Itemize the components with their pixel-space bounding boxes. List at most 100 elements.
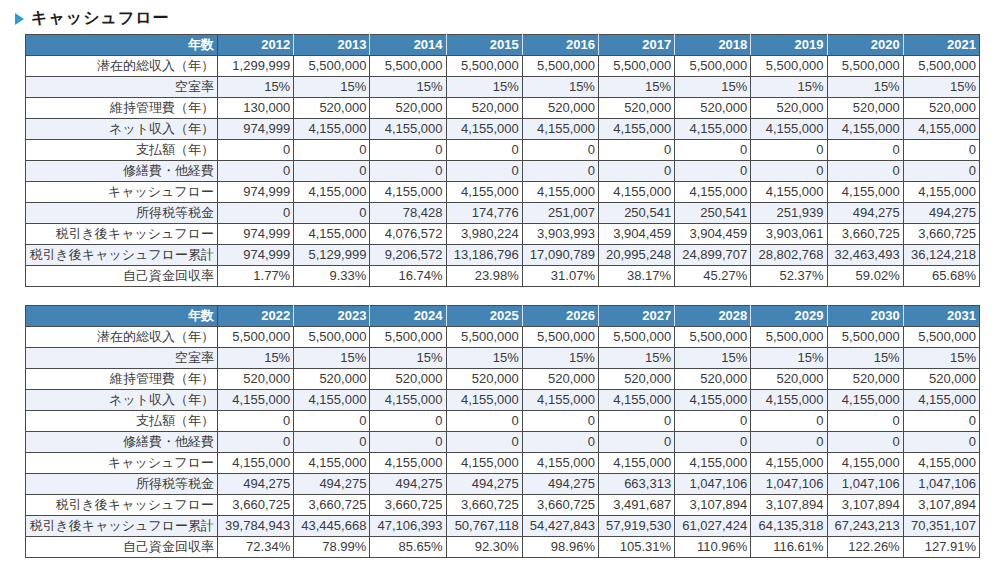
row-label-cell: 支払額（年） <box>26 140 218 161</box>
value-cell: 0 <box>218 432 294 453</box>
table-row: 税引き後キャッシュフロー累計974,9995,129,9999,206,5721… <box>26 245 980 266</box>
value-cell: 0 <box>294 140 370 161</box>
value-cell: 5,500,000 <box>751 327 827 348</box>
value-cell: 0 <box>370 161 446 182</box>
value-cell: 520,000 <box>522 98 598 119</box>
year-header-cell: 2023 <box>294 306 370 327</box>
row-label-cell: ネット収入（年） <box>26 390 218 411</box>
value-cell: 127.91% <box>903 537 979 558</box>
value-cell: 520,000 <box>827 369 903 390</box>
value-cell: 520,000 <box>370 98 446 119</box>
value-cell: 0 <box>446 161 522 182</box>
value-cell: 4,155,000 <box>522 182 598 203</box>
value-cell: 16.74% <box>370 266 446 287</box>
table-row: 税引き後キャッシュフロー3,660,7253,660,7253,660,7253… <box>26 495 980 516</box>
table-row: 税引き後キャッシュフロー974,9994,155,0004,076,5723,9… <box>26 224 980 245</box>
value-cell: 494,275 <box>218 474 294 495</box>
value-cell: 15% <box>294 77 370 98</box>
value-cell: 3,660,725 <box>446 495 522 516</box>
table-row: 維持管理費（年）520,000520,000520,000520,000520,… <box>26 369 980 390</box>
value-cell: 4,155,000 <box>751 453 827 474</box>
value-cell: 116.61% <box>751 537 827 558</box>
value-cell: 0 <box>370 411 446 432</box>
year-header-cell: 2030 <box>827 306 903 327</box>
value-cell: 3,904,459 <box>598 224 674 245</box>
table-body: 潜在的総収入（年）1,299,9995,500,0005,500,0005,50… <box>26 56 980 287</box>
value-cell: 3,904,459 <box>675 224 751 245</box>
value-cell: 520,000 <box>751 98 827 119</box>
value-cell: 5,500,000 <box>446 327 522 348</box>
value-cell: 110.96% <box>675 537 751 558</box>
value-cell: 4,076,572 <box>370 224 446 245</box>
value-cell: 72.34% <box>218 537 294 558</box>
value-cell: 0 <box>218 203 294 224</box>
value-cell: 4,155,000 <box>294 182 370 203</box>
table-row: 潜在的総収入（年）5,500,0005,500,0005,500,0005,50… <box>26 327 980 348</box>
year-header-cell: 2016 <box>522 35 598 56</box>
value-cell: 39,784,943 <box>218 516 294 537</box>
value-cell: 0 <box>294 432 370 453</box>
value-cell: 4,155,000 <box>294 224 370 245</box>
row-label-cell: 修繕費・他経費 <box>26 161 218 182</box>
value-cell: 5,500,000 <box>675 327 751 348</box>
value-cell: 520,000 <box>675 98 751 119</box>
value-cell: 0 <box>751 411 827 432</box>
value-cell: 494,275 <box>370 474 446 495</box>
value-cell: 5,500,000 <box>903 56 979 77</box>
year-header-cell: 2017 <box>598 35 674 56</box>
value-cell: 5,500,000 <box>370 327 446 348</box>
value-cell: 520,000 <box>598 369 674 390</box>
row-label-cell: 税引き後キャッシュフロー <box>26 224 218 245</box>
value-cell: 98.96% <box>522 537 598 558</box>
value-cell: 4,155,000 <box>675 182 751 203</box>
value-cell: 5,500,000 <box>522 56 598 77</box>
value-cell: 520,000 <box>522 369 598 390</box>
value-cell: 28,802,768 <box>751 245 827 266</box>
year-header-cell: 2022 <box>218 306 294 327</box>
value-cell: 520,000 <box>446 369 522 390</box>
value-cell: 59.02% <box>827 266 903 287</box>
value-cell: 4,155,000 <box>522 390 598 411</box>
value-cell: 0 <box>827 411 903 432</box>
value-cell: 3,980,224 <box>446 224 522 245</box>
row-label-cell: 税引き後キャッシュフロー累計 <box>26 516 218 537</box>
row-label-cell: 空室率 <box>26 348 218 369</box>
value-cell: 520,000 <box>903 369 979 390</box>
value-cell: 15% <box>675 348 751 369</box>
value-cell: 520,000 <box>446 98 522 119</box>
table-row: 所得税等税金0078,428174,776251,007250,541250,5… <box>26 203 980 224</box>
cashflow-table-2012-2021: 年数20122013201420152016201720182019202020… <box>25 34 980 287</box>
year-header-cell: 2029 <box>751 306 827 327</box>
year-header-cell: 2014 <box>370 35 446 56</box>
value-cell: 65.68% <box>903 266 979 287</box>
value-cell: 13,186,796 <box>446 245 522 266</box>
row-label-cell: 維持管理費（年） <box>26 369 218 390</box>
value-cell: 0 <box>294 203 370 224</box>
table-row: 空室率15%15%15%15%15%15%15%15%15%15% <box>26 77 980 98</box>
value-cell: 520,000 <box>827 98 903 119</box>
value-cell: 0 <box>522 432 598 453</box>
value-cell: 5,500,000 <box>675 56 751 77</box>
value-cell: 0 <box>827 432 903 453</box>
value-cell: 92.30% <box>446 537 522 558</box>
value-cell: 0 <box>522 140 598 161</box>
year-header-cell: 2019 <box>751 35 827 56</box>
value-cell: 520,000 <box>598 98 674 119</box>
section-title-bar: キャッシュフロー <box>0 0 1007 34</box>
value-cell: 4,155,000 <box>598 453 674 474</box>
value-cell: 52.37% <box>751 266 827 287</box>
value-cell: 0 <box>598 411 674 432</box>
row-label-cell: 自己資金回収率 <box>26 266 218 287</box>
value-cell: 3,107,894 <box>903 495 979 516</box>
year-header-cell: 2031 <box>903 306 979 327</box>
value-cell: 520,000 <box>218 369 294 390</box>
table-row: キャッシュフロー974,9994,155,0004,155,0004,155,0… <box>26 182 980 203</box>
value-cell: 1,047,106 <box>827 474 903 495</box>
value-cell: 3,660,725 <box>827 224 903 245</box>
year-header-cell: 2021 <box>903 35 979 56</box>
value-cell: 0 <box>446 432 522 453</box>
value-cell: 4,155,000 <box>370 182 446 203</box>
table-row: 支払額（年）0000000000 <box>26 140 980 161</box>
value-cell: 4,155,000 <box>598 119 674 140</box>
table-row: 空室率15%15%15%15%15%15%15%15%15%15% <box>26 348 980 369</box>
